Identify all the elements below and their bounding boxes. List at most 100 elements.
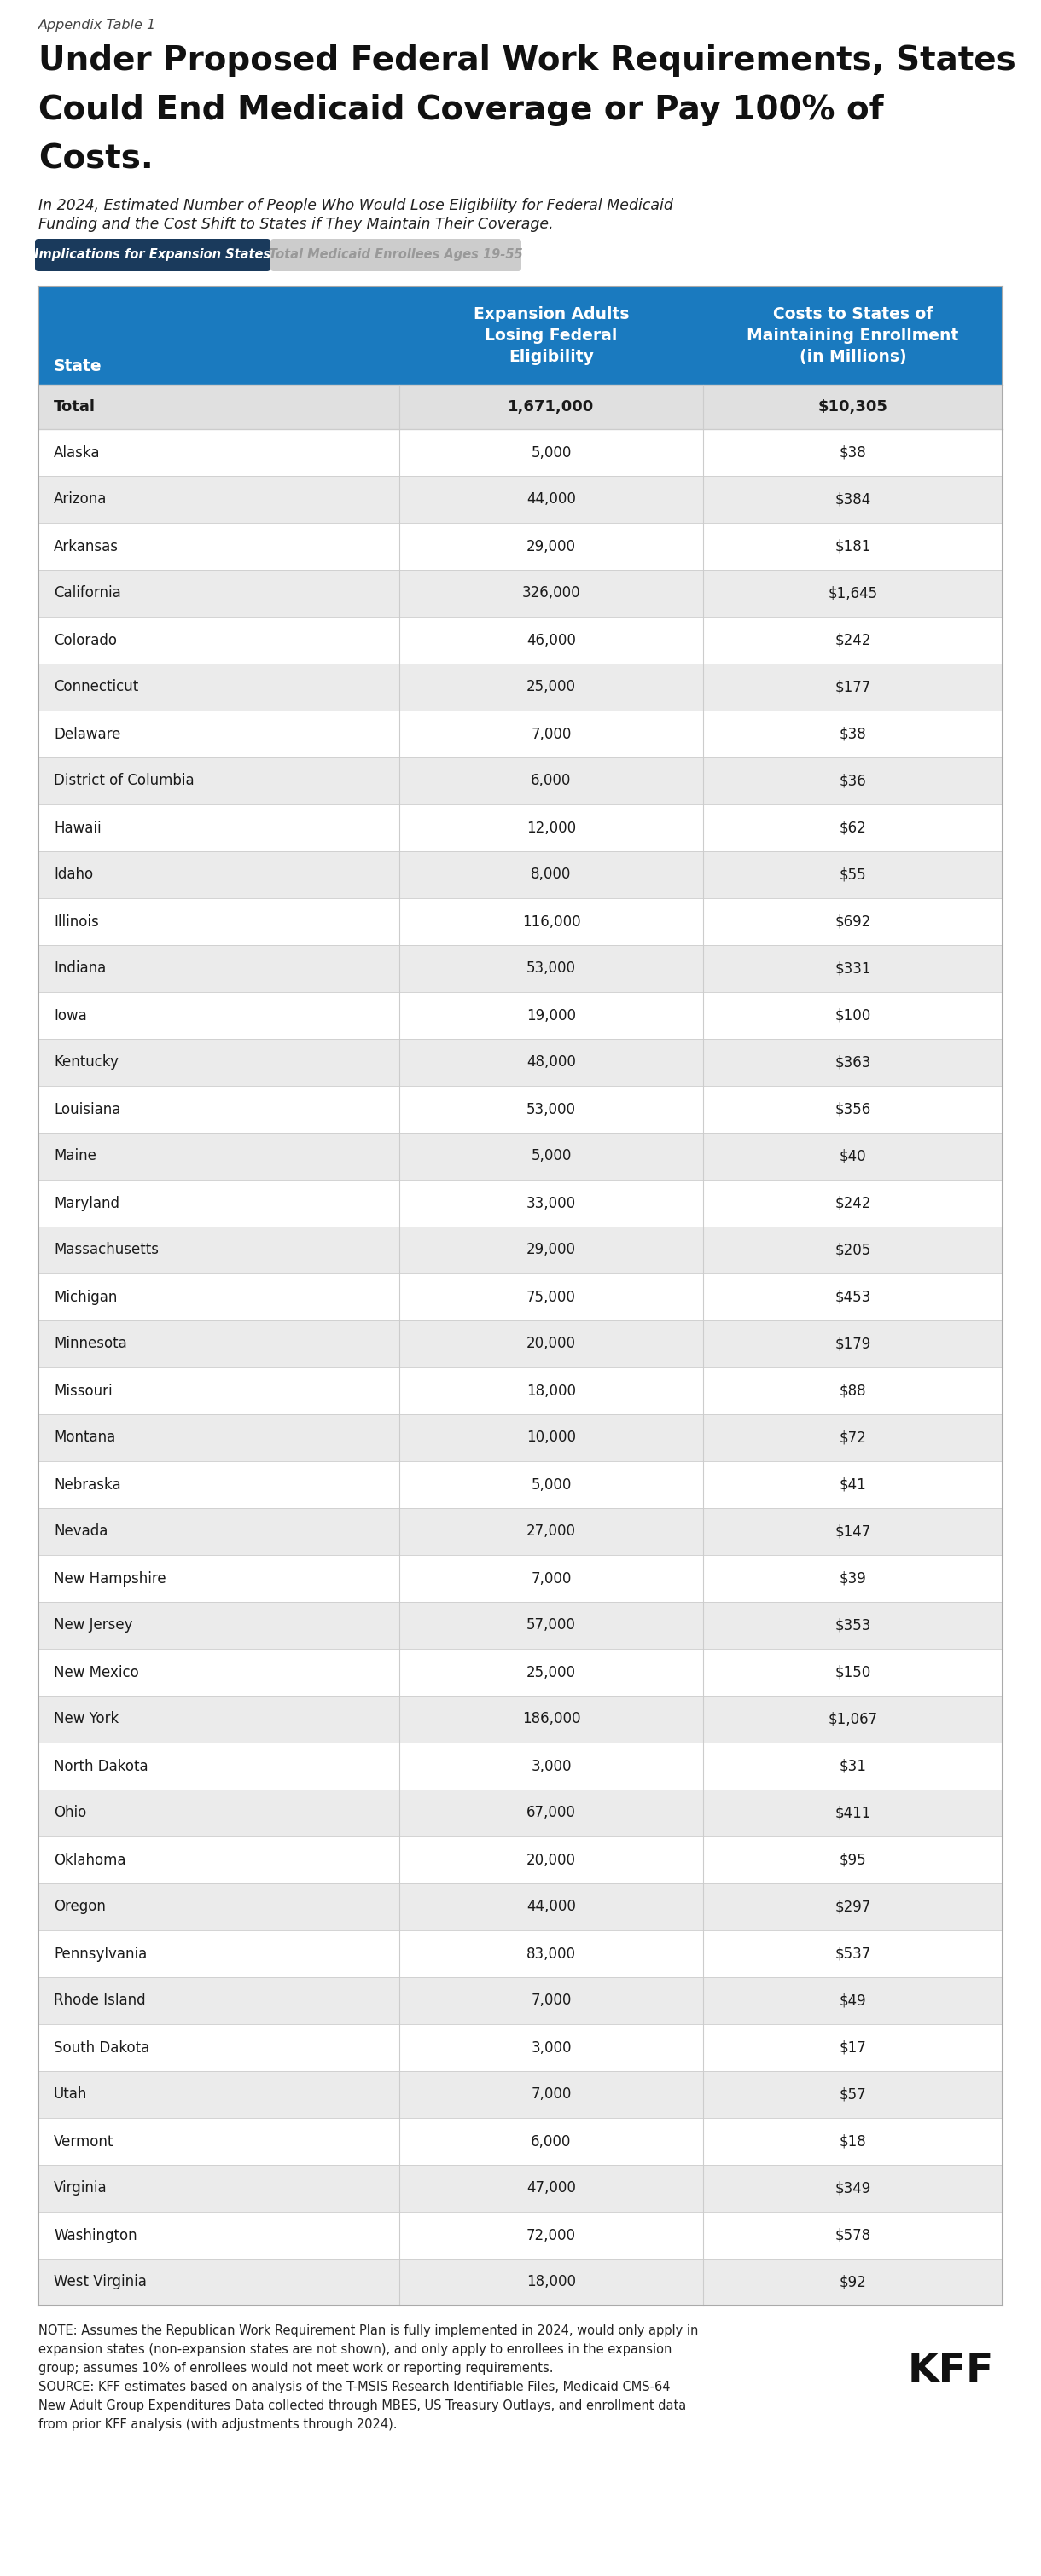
- Bar: [39, 1414, 1002, 1461]
- Bar: [39, 2259, 1002, 2306]
- Text: Utah: Utah: [54, 2087, 87, 2102]
- Text: Nevada: Nevada: [54, 1525, 108, 1540]
- Bar: [39, 1321, 1002, 1368]
- Text: $49: $49: [839, 1994, 866, 2009]
- Text: 33,000: 33,000: [527, 1195, 576, 1211]
- Text: SOURCE: KFF estimates based on analysis of the T-MSIS Research Identifiable File: SOURCE: KFF estimates based on analysis …: [39, 2380, 670, 2393]
- Bar: [39, 1226, 1002, 1273]
- Text: expansion states (non-expansion states are not shown), and only apply to enrolle: expansion states (non-expansion states a…: [39, 2344, 671, 2357]
- Text: Expansion Adults
Losing Federal
Eligibility: Expansion Adults Losing Federal Eligibil…: [474, 307, 629, 366]
- Text: $95: $95: [839, 1852, 866, 1868]
- Bar: [39, 1180, 1002, 1226]
- Text: $578: $578: [835, 2228, 871, 2244]
- Text: Michigan: Michigan: [54, 1288, 118, 1303]
- Text: 67,000: 67,000: [527, 1806, 576, 1821]
- Text: Alaska: Alaska: [54, 446, 100, 461]
- Text: $38: $38: [839, 726, 866, 742]
- Text: District of Columbia: District of Columbia: [54, 773, 195, 788]
- Text: Appendix Table 1: Appendix Table 1: [39, 18, 156, 31]
- Text: $62: $62: [839, 819, 866, 835]
- Text: $411: $411: [835, 1806, 871, 1821]
- Text: Could End Medicaid Coverage or Pay 100% of: Could End Medicaid Coverage or Pay 100% …: [39, 93, 884, 126]
- Text: $181: $181: [835, 538, 871, 554]
- Text: New Mexico: New Mexico: [54, 1664, 138, 1680]
- FancyBboxPatch shape: [35, 240, 271, 270]
- Text: 72,000: 72,000: [527, 2228, 576, 2244]
- Text: Minnesota: Minnesota: [54, 1337, 127, 1352]
- FancyBboxPatch shape: [271, 240, 522, 270]
- Text: 8,000: 8,000: [531, 868, 572, 884]
- Text: 47,000: 47,000: [527, 2182, 576, 2195]
- Text: from prior KFF analysis (with adjustments through 2024).: from prior KFF analysis (with adjustment…: [39, 2419, 398, 2432]
- Text: $297: $297: [835, 1899, 871, 1914]
- Text: $57: $57: [839, 2087, 866, 2102]
- Text: 44,000: 44,000: [527, 1899, 576, 1914]
- Text: Iowa: Iowa: [54, 1007, 86, 1023]
- Bar: [39, 1741, 1002, 1790]
- Text: 48,000: 48,000: [527, 1054, 576, 1069]
- Text: Costs to States of
Maintaining Enrollment
(in Millions): Costs to States of Maintaining Enrollmen…: [747, 307, 959, 366]
- Text: $242: $242: [835, 634, 871, 647]
- Bar: [39, 2025, 1002, 2071]
- Text: 46,000: 46,000: [527, 634, 576, 647]
- Text: Idaho: Idaho: [54, 868, 93, 884]
- Text: $692: $692: [835, 914, 871, 930]
- Text: 19,000: 19,000: [527, 1007, 576, 1023]
- Text: 53,000: 53,000: [527, 961, 576, 976]
- Text: Costs.: Costs.: [39, 144, 153, 175]
- Text: 20,000: 20,000: [527, 1852, 576, 1868]
- Text: Oregon: Oregon: [54, 1899, 106, 1914]
- Bar: [39, 1649, 1002, 1695]
- Bar: [39, 2213, 1002, 2259]
- Text: 3,000: 3,000: [531, 2040, 572, 2056]
- Text: 5,000: 5,000: [531, 1476, 572, 1492]
- Text: North Dakota: North Dakota: [54, 1759, 148, 1775]
- Text: 7,000: 7,000: [531, 1994, 572, 2009]
- Bar: [39, 850, 1002, 899]
- Text: Illinois: Illinois: [54, 914, 99, 930]
- Text: Nebraska: Nebraska: [54, 1476, 121, 1492]
- Text: New Hampshire: New Hampshire: [54, 1571, 167, 1587]
- Bar: [39, 1087, 1002, 1133]
- Text: $39: $39: [839, 1571, 866, 1587]
- Text: $205: $205: [835, 1242, 871, 1257]
- Bar: [39, 665, 1002, 711]
- Text: $150: $150: [835, 1664, 871, 1680]
- Text: Missouri: Missouri: [54, 1383, 112, 1399]
- Text: State: State: [54, 358, 102, 374]
- Text: In 2024, Estimated Number of People Who Would Lose Eligibility for Federal Medic: In 2024, Estimated Number of People Who …: [39, 198, 674, 214]
- Text: Funding and the Cost Shift to States if They Maintain Their Coverage.: Funding and the Cost Shift to States if …: [39, 216, 554, 232]
- Bar: [39, 1695, 1002, 1741]
- Text: New York: New York: [54, 1710, 119, 1726]
- Text: Rhode Island: Rhode Island: [54, 1994, 146, 2009]
- Text: Implications for Expansion States: Implications for Expansion States: [34, 250, 271, 260]
- Bar: [39, 804, 1002, 850]
- Text: Massachusetts: Massachusetts: [54, 1242, 158, 1257]
- Bar: [39, 1273, 1002, 1321]
- Text: KFF: KFF: [908, 2352, 994, 2391]
- Text: 29,000: 29,000: [527, 1242, 576, 1257]
- Text: West Virginia: West Virginia: [54, 2275, 147, 2290]
- Bar: [39, 430, 1002, 477]
- Text: New Jersey: New Jersey: [54, 1618, 132, 1633]
- Bar: [39, 1507, 1002, 1556]
- Text: Washington: Washington: [54, 2228, 137, 2244]
- Text: Ohio: Ohio: [54, 1806, 86, 1821]
- Text: 25,000: 25,000: [527, 1664, 576, 1680]
- Text: South Dakota: South Dakota: [54, 2040, 150, 2056]
- Text: $331: $331: [835, 961, 871, 976]
- Text: Kentucky: Kentucky: [54, 1054, 119, 1069]
- Text: 57,000: 57,000: [527, 1618, 576, 1633]
- Text: Connecticut: Connecticut: [54, 680, 138, 696]
- Bar: [39, 616, 1002, 665]
- Bar: [39, 711, 1002, 757]
- Text: $31: $31: [839, 1759, 866, 1775]
- Text: California: California: [54, 585, 121, 600]
- Text: 7,000: 7,000: [531, 2087, 572, 2102]
- Text: $177: $177: [835, 680, 871, 696]
- Text: 20,000: 20,000: [527, 1337, 576, 1352]
- Text: $17: $17: [839, 2040, 866, 2056]
- Text: $356: $356: [835, 1103, 871, 1118]
- Bar: [39, 757, 1002, 804]
- Text: 27,000: 27,000: [527, 1525, 576, 1540]
